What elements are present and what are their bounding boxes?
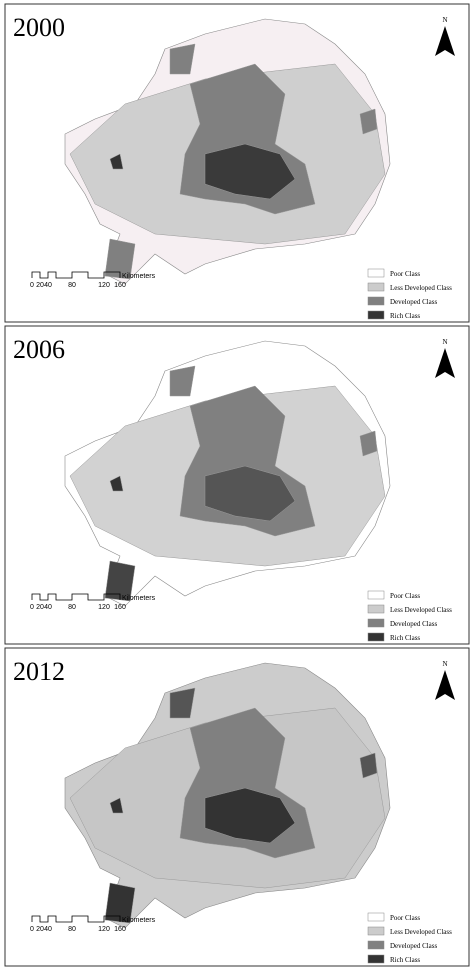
north-label: N [442,16,447,24]
legend-label: Poor Class [390,270,420,278]
county-region [104,238,136,280]
scale-tick-label: 80 [68,604,76,611]
county-region [359,752,378,779]
scale-tick-label: 40 [44,604,52,611]
north-arrow [435,348,455,378]
legend-label: Less Developed Class [390,284,452,292]
scale-bar [31,915,121,923]
county-region [204,787,296,844]
north-arrow [435,670,455,700]
scale-tick-label: 80 [68,926,76,933]
legend-swatch [367,296,385,306]
panel-title: 2012 [13,657,65,686]
legend-swatch [367,268,385,278]
county-region [109,797,124,814]
legend-label: Rich Class [390,312,420,320]
legend-label: Less Developed Class [390,928,452,936]
scale-tick-label: 20 [36,926,44,933]
legend-label: Less Developed Class [390,606,452,614]
legend-label: Developed Class [390,620,438,628]
scale-tick-label: 0 [30,926,34,933]
county-region [169,365,196,397]
county-region [359,430,378,457]
scale-unit: Kilometers [122,273,156,280]
legend-swatch [367,310,385,320]
legend-label: Poor Class [390,592,420,600]
county-region [359,108,378,135]
scale-unit: Kilometers [122,917,156,924]
map-panel: 2012 N 0 20 40 80 120 160 Kilometers Poor Class Le… [4,647,470,967]
legend-swatch [367,926,385,936]
county-region [169,43,196,75]
legend-swatch [367,604,385,614]
scale-tick-label: 120 [98,282,110,289]
scale-bar [31,593,121,601]
scale-tick-label: 160 [114,282,126,289]
legend-swatch [367,618,385,628]
county-region [104,882,136,924]
scale-tick-label: 120 [98,604,110,611]
map-panel: 2000 N 0 20 40 80 120 160 Kilometers Poor Class Le… [4,3,470,323]
county-region [104,560,136,602]
legend-label: Rich Class [390,956,420,964]
legend-label: Developed Class [390,298,438,306]
legend-swatch [367,912,385,922]
legend-swatch [367,940,385,950]
scale-tick-label: 40 [44,282,52,289]
panel-title: 2006 [13,335,65,364]
legend-swatch [367,282,385,292]
north-label: N [442,338,447,346]
scale-tick-label: 160 [114,926,126,933]
legend-label: Poor Class [390,914,420,922]
north-label: N [442,660,447,668]
scale-tick-label: 160 [114,604,126,611]
legend-swatch [367,954,385,964]
scale-tick-label: 120 [98,926,110,933]
scale-tick-label: 0 [30,604,34,611]
legend-swatch [367,590,385,600]
scale-bar [31,271,121,279]
scale-unit: Kilometers [122,595,156,602]
county-region [204,465,296,522]
map-panel: 2006 N 0 20 40 80 120 160 Kilometers Poor Class Le… [4,325,470,645]
scale-tick-label: 80 [68,282,76,289]
scale-tick-label: 20 [36,604,44,611]
legend-label: Rich Class [390,634,420,642]
scale-tick-label: 40 [44,926,52,933]
legend-swatch [367,632,385,642]
panel-title: 2000 [13,13,65,42]
county-region [169,687,196,719]
county-region [109,153,124,170]
north-arrow [435,26,455,56]
county-region [204,143,296,200]
county-region [109,475,124,492]
scale-tick-label: 0 [30,282,34,289]
legend-label: Developed Class [390,942,438,950]
scale-tick-label: 20 [36,282,44,289]
